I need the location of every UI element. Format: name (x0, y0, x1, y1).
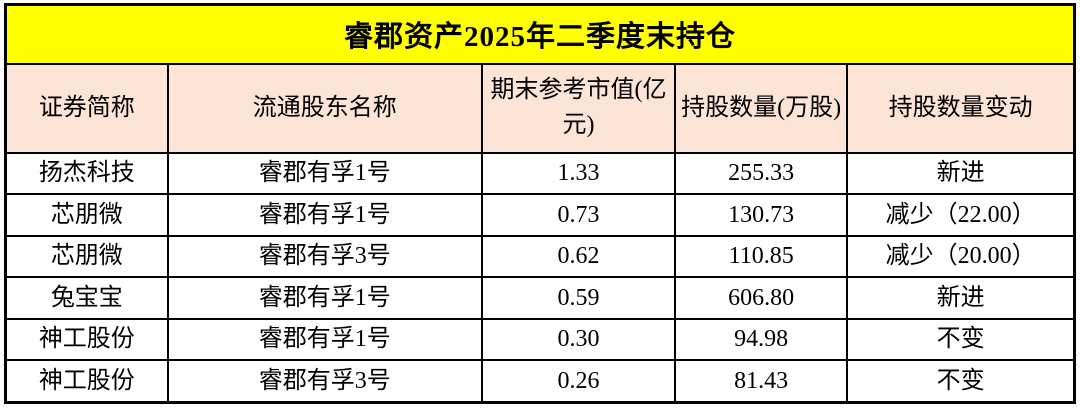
cell-change: 不变 (846, 317, 1076, 362)
table-row: 芯朋微 睿郡有孚1号 0.73 130.73 减少（22.00） (4, 193, 1076, 237)
table-title: 睿郡资产2025年二季度末持仓 (4, 3, 1076, 65)
table-row: 兔宝宝 睿郡有孚1号 0.59 606.80 新进 (4, 276, 1076, 320)
cell-holder: 睿郡有孚1号 (166, 317, 483, 362)
cell-market-value: 0.73 (480, 193, 677, 237)
cell-shares: 255.33 (674, 151, 849, 196)
table-row: 扬杰科技 睿郡有孚1号 1.33 255.33 新进 (4, 151, 1076, 196)
holdings-table: 睿郡资产2025年二季度末持仓 证券简称 流通股东名称 期末参考市值(亿元) 持… (4, 3, 1076, 404)
cell-change: 新进 (846, 276, 1076, 320)
cell-shares: 110.85 (674, 234, 849, 279)
cell-market-value: 1.33 (480, 151, 677, 196)
cell-holder: 睿郡有孚3号 (166, 359, 483, 404)
cell-security: 神工股份 (4, 317, 169, 362)
cell-holder: 睿郡有孚1号 (166, 193, 483, 237)
table-row: 神工股份 睿郡有孚1号 0.30 94.98 不变 (4, 317, 1076, 362)
cell-market-value: 0.26 (480, 359, 677, 404)
cell-security: 芯朋微 (4, 234, 169, 279)
table-row: 神工股份 睿郡有孚3号 0.26 81.43 不变 (4, 359, 1076, 404)
column-header-security: 证券简称 (4, 62, 169, 154)
cell-security: 兔宝宝 (4, 276, 169, 320)
cell-shares: 606.80 (674, 276, 849, 320)
cell-change: 减少（22.00） (846, 193, 1076, 237)
cell-change: 新进 (846, 151, 1076, 196)
cell-holder: 睿郡有孚1号 (166, 276, 483, 320)
cell-shares: 81.43 (674, 359, 849, 404)
column-header-shares: 持股数量(万股) (674, 62, 849, 154)
cell-change: 减少（20.00） (846, 234, 1076, 279)
cell-market-value: 0.62 (480, 234, 677, 279)
title-row: 睿郡资产2025年二季度末持仓 (4, 3, 1076, 65)
column-header-change: 持股数量变动 (846, 62, 1076, 154)
column-header-holder: 流通股东名称 (166, 62, 483, 154)
cell-shares: 130.73 (674, 193, 849, 237)
cell-holder: 睿郡有孚3号 (166, 234, 483, 279)
cell-security: 扬杰科技 (4, 151, 169, 196)
column-header-market-value: 期末参考市值(亿元) (480, 62, 677, 154)
cell-holder: 睿郡有孚1号 (166, 151, 483, 196)
cell-market-value: 0.59 (480, 276, 677, 320)
cell-security: 芯朋微 (4, 193, 169, 237)
cell-change: 不变 (846, 359, 1076, 404)
cell-security: 神工股份 (4, 359, 169, 404)
cell-market-value: 0.30 (480, 317, 677, 362)
column-header-row: 证券简称 流通股东名称 期末参考市值(亿元) 持股数量(万股) 持股数量变动 (4, 62, 1076, 154)
cell-shares: 94.98 (674, 317, 849, 362)
table-row: 芯朋微 睿郡有孚3号 0.62 110.85 减少（20.00） (4, 234, 1076, 279)
